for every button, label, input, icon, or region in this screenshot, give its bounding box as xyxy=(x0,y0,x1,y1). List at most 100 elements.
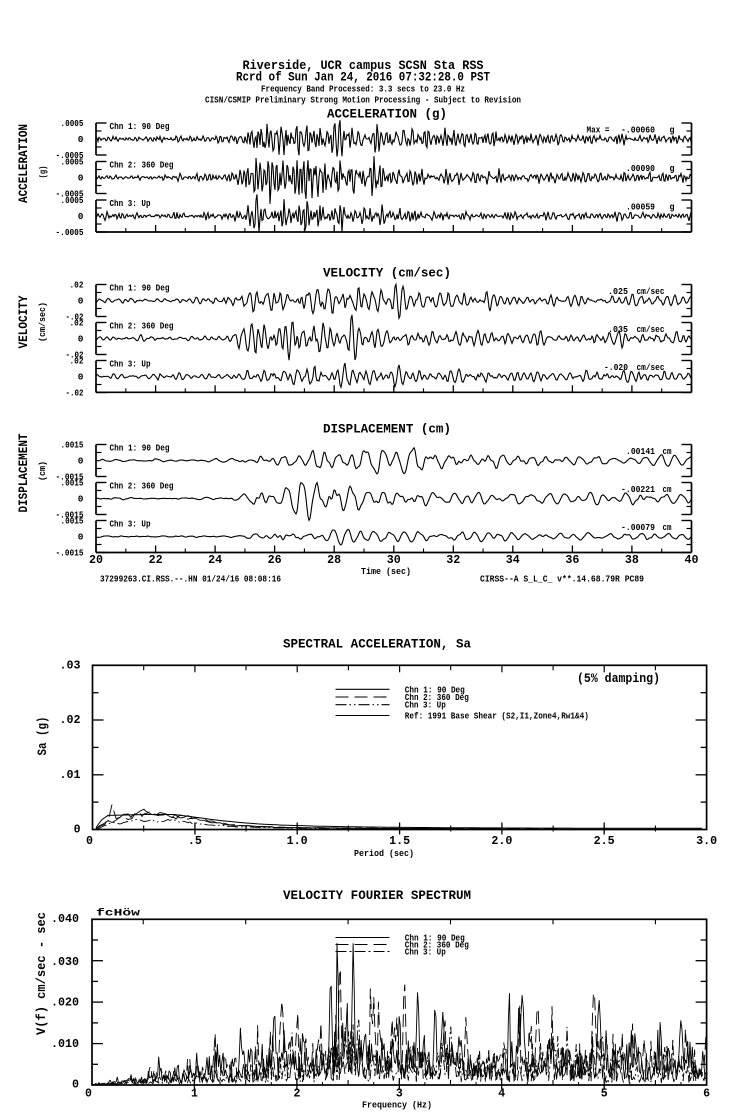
svg-text:Chn 3: Up: Chn 3: Up xyxy=(110,359,151,370)
svg-text:CIRSS--A S_L_C_ v**.14.68.79: CIRSS--A S_L_C_ v**.14.68.79R PC89 xyxy=(480,574,644,585)
svg-text:0: 0 xyxy=(78,296,84,307)
svg-text:1: 1 xyxy=(191,1088,198,1101)
svg-text:.035: .035 xyxy=(608,324,628,335)
svg-text:.02: .02 xyxy=(70,356,84,367)
svg-text:1.5: 1.5 xyxy=(389,835,410,848)
svg-text:Frequency Band Processed: 3.3: Frequency Band Processed: 3.3 secs to 23… xyxy=(261,84,465,95)
svg-text:Chn 1: 90 Deg: Chn 1: 90 Deg xyxy=(110,283,170,294)
svg-text:.0005: .0005 xyxy=(61,195,84,206)
svg-text:Period (sec): Period (sec) xyxy=(354,848,414,859)
svg-text:ACCELERATION: ACCELERATION xyxy=(17,124,31,203)
svg-text:0: 0 xyxy=(78,211,84,222)
svg-text:28: 28 xyxy=(327,554,341,567)
svg-text:CISN/CSMIP Preliminary Strong: CISN/CSMIP Preliminary Strong Motion Pro… xyxy=(205,95,521,106)
svg-text:3.0: 3.0 xyxy=(696,835,717,848)
svg-text:g: g xyxy=(670,125,675,136)
svg-text:.5: .5 xyxy=(188,835,202,848)
svg-text:.02: .02 xyxy=(70,318,84,329)
svg-text:38: 38 xyxy=(625,554,639,567)
svg-text:-.0005: -.0005 xyxy=(56,227,84,238)
svg-text:22: 22 xyxy=(149,554,163,567)
svg-text:VELOCITY: VELOCITY xyxy=(17,295,31,348)
svg-text:34: 34 xyxy=(506,554,520,567)
svg-text:(cm/sec): (cm/sec) xyxy=(37,302,48,342)
svg-text:20: 20 xyxy=(89,554,103,567)
svg-text:DISPLACEMENT (cm): DISPLACEMENT (cm) xyxy=(323,423,451,437)
svg-text:.020: .020 xyxy=(51,997,79,1010)
svg-text:VELOCITY (cm/sec): VELOCITY (cm/sec) xyxy=(323,267,451,281)
svg-text:Chn 2: 360 Deg: Chn 2: 360 Deg xyxy=(405,692,469,703)
svg-text:DISPLACEMENT: DISPLACEMENT xyxy=(17,433,31,512)
svg-text:Riverside, UCR campus SCSN: Riverside, UCR campus SCSN Sta RSS xyxy=(243,59,484,73)
svg-text:(g): (g) xyxy=(38,166,49,179)
svg-text:0: 0 xyxy=(78,134,84,145)
svg-text:VELOCITY FOURIER SPECTRUM: VELOCITY FOURIER SPECTRUM xyxy=(283,889,471,903)
svg-text:6: 6 xyxy=(703,1088,710,1101)
svg-text:-.020: -.020 xyxy=(604,362,628,373)
svg-text:cm/sec: cm/sec xyxy=(637,362,665,373)
svg-text:0: 0 xyxy=(78,494,84,505)
svg-text:0: 0 xyxy=(86,835,93,848)
svg-text:.03: .03 xyxy=(60,660,81,673)
svg-text:Chn 2: 360 Deg: Chn 2: 360 Deg xyxy=(405,940,469,951)
svg-text:.00090: .00090 xyxy=(626,163,655,174)
svg-text:Time (sec): Time (sec) xyxy=(361,566,411,577)
svg-text:Max =: Max = xyxy=(587,125,610,136)
svg-text:1.0: 1.0 xyxy=(287,835,308,848)
svg-text:.030: .030 xyxy=(51,956,79,969)
svg-text:Chn 3: Up: Chn 3: Up xyxy=(405,700,446,711)
svg-text:0: 0 xyxy=(78,456,84,467)
svg-text:.010: .010 xyxy=(51,1038,79,1051)
svg-text:-.0005: -.0005 xyxy=(56,150,84,161)
svg-text:.02: .02 xyxy=(60,714,81,727)
svg-text:.025: .025 xyxy=(608,286,628,297)
svg-text:-.02: -.02 xyxy=(66,350,84,361)
svg-text:Chn 1: 90 Deg: Chn 1: 90 Deg xyxy=(110,443,170,454)
svg-text:fcHöw: fcHöw xyxy=(96,908,140,920)
svg-text:36: 36 xyxy=(565,554,579,567)
svg-text:cm/sec: cm/sec xyxy=(637,324,665,335)
svg-text:Chn 1: 90 Deg: Chn 1: 90 Deg xyxy=(110,121,170,132)
svg-text:cm/sec: cm/sec xyxy=(637,286,665,297)
svg-text:(5% damping): (5% damping) xyxy=(577,672,660,686)
svg-text:.040: .040 xyxy=(51,913,79,926)
svg-text:-.02: -.02 xyxy=(66,388,84,399)
svg-text:.02: .02 xyxy=(70,280,84,291)
svg-text:Chn 3: Up: Chn 3: Up xyxy=(405,947,446,958)
svg-text:.0015: .0015 xyxy=(61,440,84,451)
svg-text:-.0015: -.0015 xyxy=(56,548,84,559)
svg-text:2.0: 2.0 xyxy=(491,835,512,848)
svg-text:0: 0 xyxy=(72,1079,79,1092)
svg-text:32: 32 xyxy=(446,554,460,567)
svg-text:Ref: 1991 Base Shear (S2,I1,Zo: Ref: 1991 Base Shear (S2,I1,Zone4,Rw1&4) xyxy=(405,711,589,722)
svg-text:40: 40 xyxy=(685,554,699,567)
svg-text:5: 5 xyxy=(601,1088,608,1101)
svg-text:.0015: .0015 xyxy=(61,516,84,527)
svg-text:.0005: .0005 xyxy=(61,118,84,129)
svg-text:cm: cm xyxy=(663,484,672,495)
svg-text:Chn 1: 90 Deg: Chn 1: 90 Deg xyxy=(405,684,465,695)
svg-text:Rcrd of Sun Jan 24, 2016 07:32: Rcrd of Sun Jan 24, 2016 07:32:28.0 PST xyxy=(236,71,490,85)
svg-text:V(f) cm/sec - sec: V(f) cm/sec - sec xyxy=(35,912,49,1035)
svg-text:SPECTRAL ACCELERATION, Sa: SPECTRAL ACCELERATION, Sa xyxy=(283,638,471,652)
svg-text:ACCELERATION (g): ACCELERATION (g) xyxy=(327,108,447,122)
svg-text:-.00079: -.00079 xyxy=(621,522,655,533)
svg-text:0: 0 xyxy=(78,532,84,543)
svg-text:.00059: .00059 xyxy=(626,202,655,213)
svg-text:Chn 1: 90 Deg: Chn 1: 90 Deg xyxy=(405,933,465,944)
svg-text:3: 3 xyxy=(396,1088,403,1101)
svg-text:Chn 3: Up: Chn 3: Up xyxy=(110,198,151,209)
svg-text:.0015: .0015 xyxy=(61,478,84,489)
svg-text:0: 0 xyxy=(74,824,81,837)
svg-text:g: g xyxy=(670,202,675,213)
svg-text:-.0015: -.0015 xyxy=(56,472,84,483)
svg-text:-.00060: -.00060 xyxy=(621,125,655,136)
svg-text:Chn 2: 360 Deg: Chn 2: 360 Deg xyxy=(110,321,174,332)
svg-text:-.0015: -.0015 xyxy=(56,510,84,521)
svg-text:Chn 2: 360 Deg: Chn 2: 360 Deg xyxy=(110,481,174,492)
svg-text:-.00221: -.00221 xyxy=(621,484,655,495)
svg-text:cm: cm xyxy=(663,446,672,457)
svg-text:-.0005: -.0005 xyxy=(56,189,84,200)
svg-text:Sa (g): Sa (g) xyxy=(36,717,50,756)
svg-text:24: 24 xyxy=(208,554,222,567)
